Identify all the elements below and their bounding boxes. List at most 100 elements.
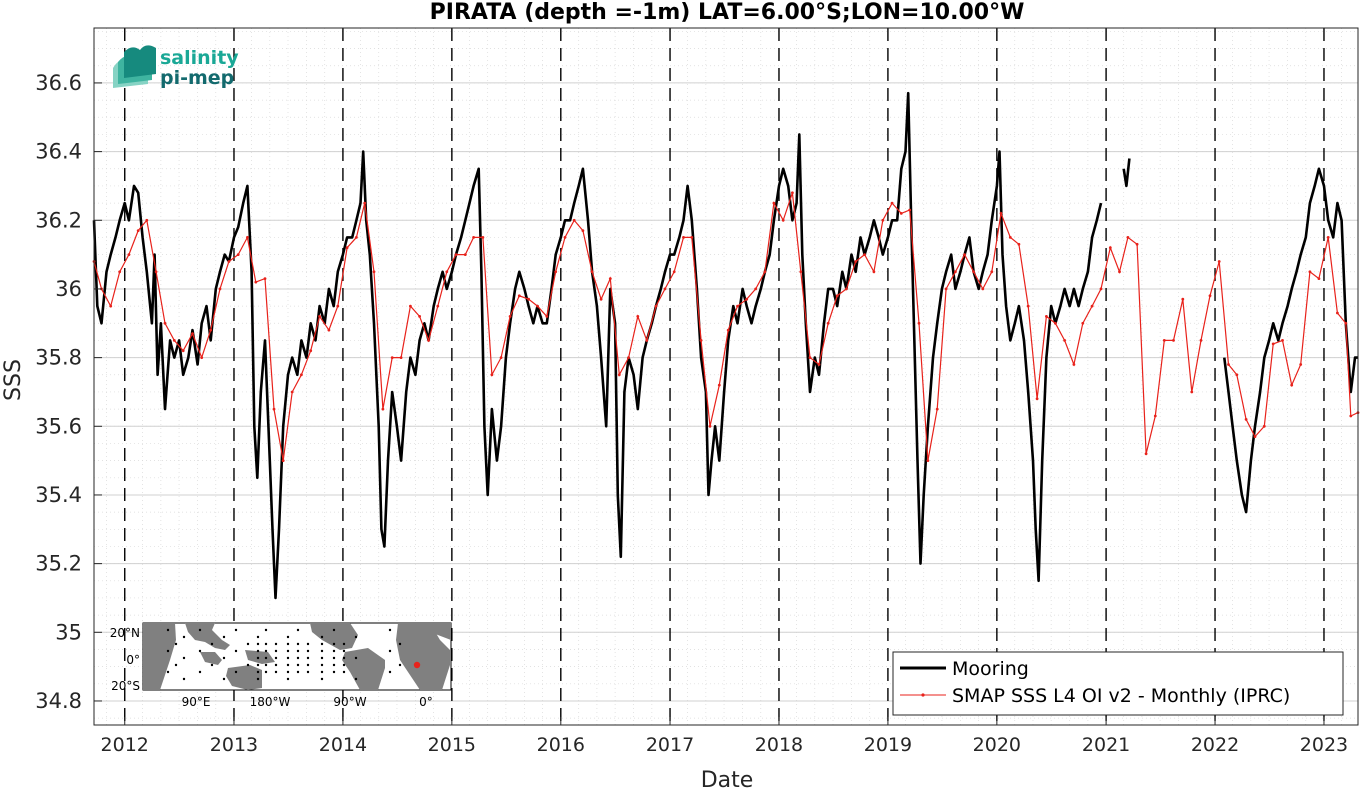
series-smap-point xyxy=(1190,390,1194,394)
series-smap-point xyxy=(781,218,785,222)
inset-buoy-dot xyxy=(166,649,170,653)
series-smap-point xyxy=(1326,236,1330,239)
series-smap-point xyxy=(563,236,567,239)
series-smap-point xyxy=(499,356,503,359)
inset-buoy-dot xyxy=(286,677,290,681)
series-smap-point xyxy=(1035,397,1039,401)
inset-buoy-dot xyxy=(234,670,238,674)
series-smap-point xyxy=(1172,339,1175,342)
series-smap-point xyxy=(863,253,866,256)
series-smap-point xyxy=(754,287,758,291)
x-tick-label: 2016 xyxy=(537,734,585,756)
series-smap-point xyxy=(890,201,894,205)
y-axis-label: SSS xyxy=(1,359,26,401)
series-smap-point xyxy=(118,270,122,274)
inset-buoy-dot xyxy=(274,670,278,674)
legend-marker-smap xyxy=(921,693,925,697)
series-smap-point xyxy=(545,315,549,318)
series-smap-point xyxy=(682,236,685,239)
inset-buoy-dot xyxy=(166,670,170,674)
series-smap-point xyxy=(1244,418,1248,421)
series-smap-point xyxy=(445,270,449,274)
series-smap-point xyxy=(854,260,858,263)
series-smap-point xyxy=(1135,242,1139,246)
chart-title: PIRATA (depth =-1m) LAT=6.00°S;LON=10.00… xyxy=(430,0,1025,25)
x-tick-label: 2019 xyxy=(864,734,912,756)
series-smap-point xyxy=(1208,294,1212,298)
series-smap-point xyxy=(390,356,394,359)
series-smap-point xyxy=(172,339,176,342)
series-smap-point xyxy=(554,270,558,274)
series-smap-point xyxy=(1227,363,1230,366)
inset-buoy-dot xyxy=(342,670,346,674)
inset-buoy-dot xyxy=(256,649,260,653)
inset-buoy-dot xyxy=(320,663,324,667)
inset-land xyxy=(143,623,451,690)
series-smap-point xyxy=(409,304,412,308)
legend-box xyxy=(892,651,1344,716)
series-smap-point xyxy=(944,287,948,291)
inset-buoy-dot xyxy=(320,677,324,681)
series-smap-point xyxy=(436,304,440,308)
series-smap-point xyxy=(1008,236,1012,239)
inset-buoy-dot xyxy=(274,656,278,660)
series-smap-point xyxy=(481,236,485,239)
inset-buoy-dot xyxy=(256,656,260,660)
inset-buoy-dot xyxy=(222,677,226,681)
series-smap-point xyxy=(363,201,367,205)
inset-buoy-dot xyxy=(320,656,324,660)
series-smap-point xyxy=(981,287,985,291)
inset-buoy-dot xyxy=(264,628,268,632)
series-smap-point xyxy=(1262,424,1266,428)
inset-buoy-dot xyxy=(306,642,310,646)
series-smap-point xyxy=(881,218,885,222)
inset-buoy-dot xyxy=(256,642,260,646)
inset-buoy-dot xyxy=(274,642,278,646)
inset-buoy-dot xyxy=(166,628,170,632)
inset-buoy-dot xyxy=(388,649,392,653)
series-smap-point xyxy=(1026,304,1030,308)
inset-buoy-dot xyxy=(306,649,310,653)
series-smap-point xyxy=(1054,321,1057,325)
inset-buoy-dot xyxy=(342,663,346,667)
inset-ylabel-eq: 0° xyxy=(126,653,140,667)
series-smap-point xyxy=(772,201,776,205)
y-tick-label: 36 xyxy=(55,277,82,301)
series-smap-point xyxy=(246,236,249,239)
y-tick-label: 36.2 xyxy=(35,208,82,232)
series-smap-point xyxy=(736,304,739,308)
inset-buoy-dot xyxy=(210,642,214,646)
inset-buoy-dot xyxy=(342,642,346,646)
series-smap-point xyxy=(917,321,921,325)
inset-buoy-dot xyxy=(174,663,178,667)
y-tick-label: 34.8 xyxy=(35,689,82,713)
inset-buoy-dot xyxy=(182,635,186,639)
salinity-pi-mep-logo: salinity pi-mep xyxy=(113,45,239,89)
series-smap-point xyxy=(1235,373,1239,377)
inset-buoy-dot xyxy=(264,642,268,646)
series-smap-point xyxy=(899,212,903,215)
inset-buoy-dot xyxy=(332,656,336,660)
x-tick-labels: 2012 2013 2014 2015 2016 2017 2018 2019 2020 2021… xyxy=(101,734,1349,756)
series-smap-point xyxy=(1281,339,1284,342)
series-smap-point xyxy=(1090,304,1094,308)
legend: Mooring SMAP SSS L4 OI v2 - Monthly (IPR… xyxy=(892,651,1344,716)
series-smap-point xyxy=(191,332,194,335)
series-smap-point xyxy=(1290,383,1294,387)
y-tick-label: 35.4 xyxy=(35,483,82,507)
series-smap-point xyxy=(645,339,649,342)
year-marker-lines xyxy=(124,28,1325,725)
inset-buoy-dot xyxy=(286,642,290,646)
series-smap-point xyxy=(127,253,131,256)
series-smap-point xyxy=(926,459,930,462)
series-smap-point xyxy=(799,270,803,274)
legend-label-smap: SMAP SSS L4 OI v2 - Monthly (IPRC) xyxy=(952,685,1290,707)
logo-wave-icon xyxy=(113,45,156,88)
inset-buoy-dot xyxy=(286,656,290,660)
legend-label-mooring: Mooring xyxy=(952,658,1029,680)
inset-buoy-dot xyxy=(354,677,358,681)
inset-ylabel-20s: 20°S xyxy=(111,679,140,693)
series-smap-point xyxy=(1349,414,1353,418)
series-smap-point xyxy=(181,349,185,353)
